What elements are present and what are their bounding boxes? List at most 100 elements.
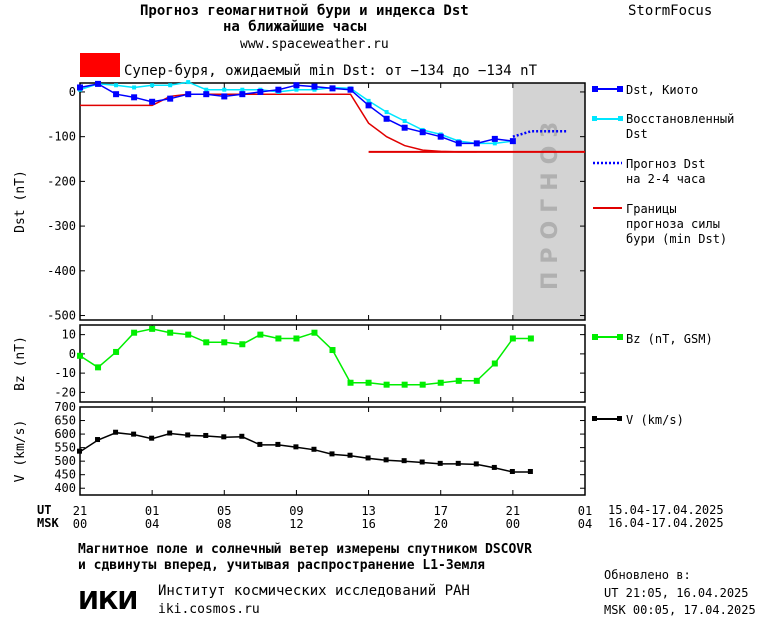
- msk-tick-label: 08: [217, 517, 231, 531]
- dst-kyoto-point: [491, 135, 498, 142]
- dst-kyoto-point: [293, 82, 300, 89]
- dst-kyoto-point: [257, 88, 264, 95]
- bz-point: [491, 360, 498, 367]
- footer-note-line1: Магнитное поле и солнечный ветер измерен…: [78, 542, 532, 557]
- dst-restored-point: [294, 87, 299, 92]
- dst-restored-point: [492, 141, 497, 146]
- msk-tick-label: 12: [289, 517, 303, 531]
- dst-kyoto-line: [79, 83, 513, 145]
- dst-restored-point: [312, 87, 317, 92]
- bz-point: [77, 352, 83, 359]
- storm-forecast-text: Супер-буря, ожидаемый min Dst: от −134 д…: [124, 63, 538, 79]
- bz-point: [185, 331, 192, 338]
- dst-kyoto-point: [275, 86, 282, 93]
- dst-kyoto-point: [419, 129, 426, 136]
- dst-forecast-line: [512, 130, 567, 138]
- dst-kyoto-point: [311, 83, 318, 90]
- v-point: [203, 432, 209, 438]
- legend-bounds-1: Границы: [626, 202, 677, 216]
- v-point: [131, 431, 137, 437]
- v-point: [311, 446, 317, 452]
- bz-point: [401, 381, 408, 388]
- legend-dst-restored-2: Dst: [626, 127, 648, 141]
- dst-panel-frame: [79, 82, 586, 321]
- v-point: [383, 457, 389, 463]
- updated-label: Обновлено в:: [604, 568, 691, 582]
- bz-line: [79, 328, 531, 386]
- legend-forecast-1: Прогноз Dst: [626, 157, 706, 171]
- bz-point: [473, 377, 480, 384]
- forecast-zone: [512, 83, 585, 320]
- v-point: [185, 432, 191, 438]
- legend-dst-kyoto-marker: [617, 86, 623, 92]
- legend-bounds-3: бури (min Dst): [626, 232, 728, 246]
- v-point: [527, 468, 533, 474]
- dst-restored-point: [150, 83, 155, 88]
- bz-point: [203, 339, 210, 346]
- dst-kyoto-point: [167, 95, 174, 102]
- msk-tick-label: 16: [361, 517, 375, 531]
- legend-dst-kyoto: Dst, Киото: [626, 83, 699, 97]
- bz-point: [113, 348, 120, 355]
- dst-restored-point: [204, 87, 209, 92]
- bz-ytick-label: 10: [62, 328, 76, 342]
- dst-ytick-label: -500: [47, 309, 76, 323]
- updated-msk: MSK 00:05, 17.04.2025: [604, 603, 756, 617]
- bz-point: [347, 379, 354, 386]
- bz-point: [455, 377, 462, 384]
- dst-kyoto-point: [509, 138, 516, 145]
- v-point: [437, 460, 443, 466]
- v-point: [347, 452, 353, 458]
- legend-forecast-2: на 2-4 часа: [626, 172, 706, 186]
- legend-dst-restored-marker: [618, 116, 623, 121]
- updated-ut: UT 21:05, 16.04.2025: [604, 586, 749, 600]
- bz-ylabel: Bz (nT): [13, 336, 28, 391]
- dst-kyoto-point: [473, 140, 480, 147]
- v-point: [491, 464, 497, 470]
- brand-name: StormFocus: [628, 3, 713, 19]
- v-point: [275, 441, 281, 447]
- ut-tick-label: 09: [289, 504, 303, 518]
- msk-axis-label: MSK: [37, 516, 59, 530]
- chart-title-line1: Прогноз геомагнитной бури и индекса Dst: [140, 3, 469, 19]
- msk-tick-label: 00: [73, 517, 87, 531]
- dst-ytick-label: -200: [47, 174, 76, 188]
- bz-ytick-label: -10: [54, 366, 76, 380]
- legend-bz-marker: [617, 334, 623, 340]
- v-ytick-label: 600: [54, 427, 76, 441]
- dst-kyoto-point: [185, 91, 192, 98]
- v-ytick-label: 450: [54, 468, 76, 482]
- ut-tick-label: 05: [217, 504, 231, 518]
- legend-bounds-2: прогноза силы: [626, 217, 720, 231]
- v-point: [293, 444, 299, 450]
- footer-note-line2: и сдвинуты вперед, учитывая распростране…: [78, 558, 485, 573]
- v-point: [239, 433, 245, 439]
- legend-bz: Bz (nT, GSM): [626, 332, 713, 346]
- dst-restored-point: [114, 83, 119, 88]
- dst-kyoto-point: [401, 124, 408, 131]
- bz-point: [365, 379, 372, 386]
- bz-point: [221, 339, 228, 346]
- v-point: [149, 435, 155, 441]
- dst-restored-point: [168, 83, 173, 88]
- dst-ytick-label: -100: [47, 130, 76, 144]
- v-ytick-label: 400: [54, 481, 76, 495]
- dst-restored-point: [222, 87, 227, 92]
- institute-name: Институт космических исследований РАН: [158, 583, 470, 599]
- v-ylabel: V (km/s): [13, 420, 28, 483]
- msk-tick-label: 04: [578, 517, 592, 531]
- bz-ytick-label: -20: [54, 385, 76, 399]
- bz-point: [257, 331, 264, 338]
- dst-kyoto-point: [347, 86, 354, 93]
- storm-bounds-line: [80, 93, 477, 153]
- v-ytick-label: 550: [54, 441, 76, 455]
- chart-title-line2: на ближайшие часы: [223, 19, 367, 35]
- dst-kyoto-point: [383, 115, 390, 122]
- msk-date-range: 16.04-17.04.2025: [608, 516, 724, 530]
- storm-severity-swatch: [80, 53, 120, 77]
- dst-kyoto-point: [203, 91, 210, 98]
- dst-kyoto-point: [329, 85, 336, 92]
- legend-bz-marker: [592, 334, 598, 340]
- forecast-zone-label: ПРОГНОЗ: [538, 114, 563, 290]
